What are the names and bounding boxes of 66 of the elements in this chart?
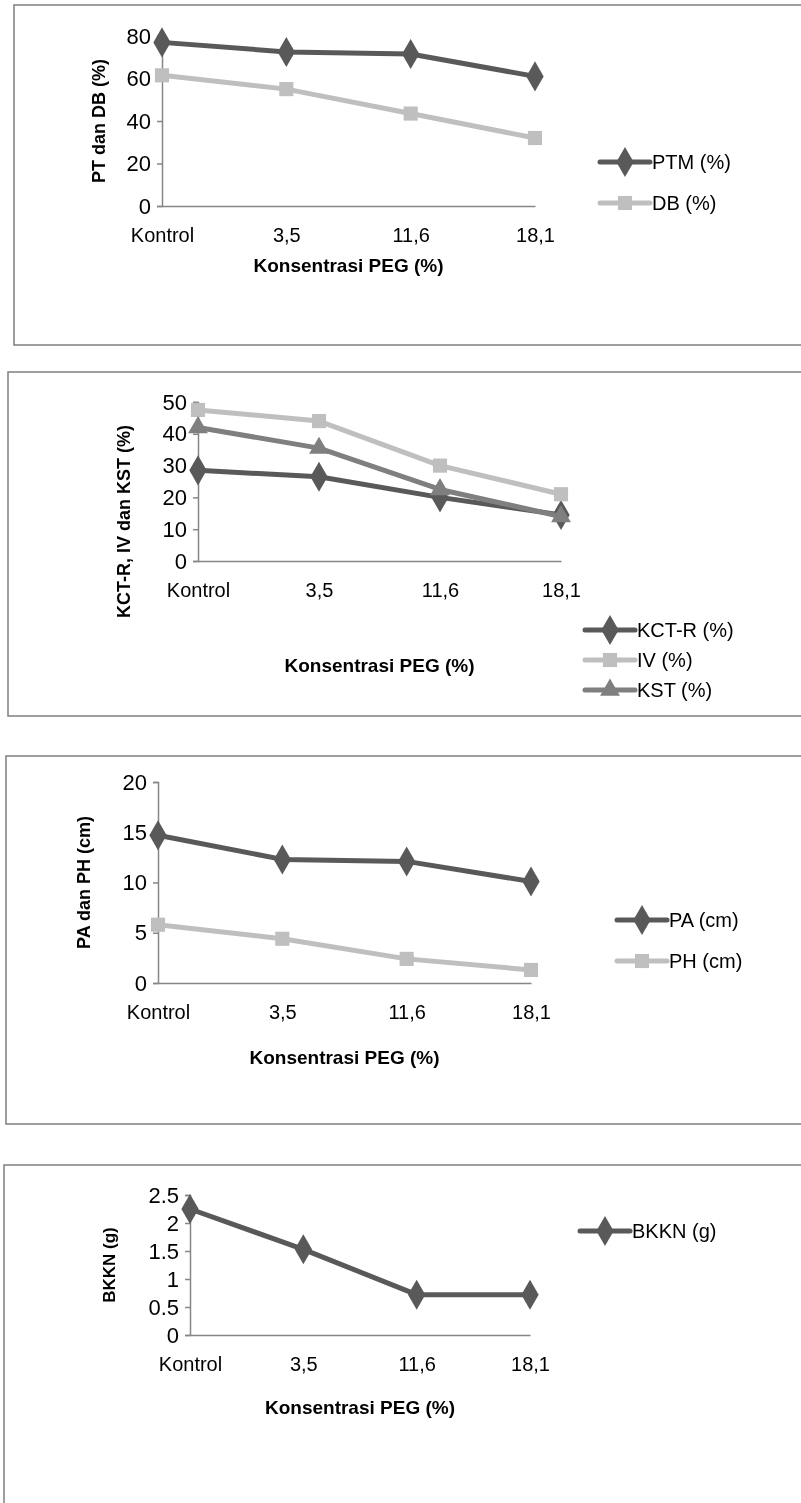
y-axis-title: KCT-R, IV dan KST (%)	[114, 425, 134, 618]
x-tick-label: 18,1	[512, 1001, 551, 1024]
point	[154, 68, 170, 83]
x-tick-label: Kontrol	[166, 579, 231, 602]
y-tick-label: 60	[126, 66, 151, 92]
legend-label: KST (%)	[637, 679, 713, 701]
y-axis-title: PT dan DB (%)	[89, 59, 109, 183]
x-tick-label: 11,6	[421, 579, 460, 602]
x-tick-label: 11,6	[392, 224, 430, 247]
legend-label: PH (cm)	[669, 950, 743, 972]
x-tick-label: Kontrol	[126, 1001, 191, 1024]
x-tick-label: 11,6	[398, 1353, 436, 1376]
point	[279, 82, 294, 97]
x-axis-title: Konsentrasi PEG (%)	[284, 655, 475, 676]
point	[399, 951, 414, 966]
y-axis-title: PA dan PH (cm)	[74, 815, 94, 950]
point	[275, 931, 290, 946]
point	[523, 962, 539, 978]
y-tick-label: 40	[162, 421, 187, 447]
y-tick-label: 2	[166, 1210, 179, 1236]
legend-label: IV (%)	[637, 649, 693, 671]
legend-label: DB (%)	[652, 192, 717, 214]
x-tick-label: Kontrol	[130, 224, 195, 247]
legend-label: KCT-R (%)	[637, 619, 734, 641]
legend-label: PTM (%)	[652, 151, 731, 173]
y-tick-label: 0	[166, 1322, 179, 1348]
x-tick-label: 3,5	[272, 224, 301, 247]
legend-label: BKKN (g)	[632, 1220, 717, 1242]
y-tick-label: 0	[134, 970, 147, 996]
y-tick-label: 20	[122, 769, 147, 795]
y-tick-label: 50	[162, 389, 187, 415]
x-tick-label: 18,1	[542, 579, 581, 602]
x-tick-label: 3,5	[289, 1353, 318, 1376]
x-axis-title: Konsentrasi PEG (%)	[249, 1047, 440, 1068]
y-tick-label: 1	[166, 1266, 179, 1292]
y-tick-label: 10	[122, 870, 147, 896]
y-axis-title: BKKN (g)	[100, 1227, 119, 1303]
legend-label: PA (cm)	[669, 909, 739, 931]
y-tick-label: 0	[138, 193, 151, 219]
x-axis-title: Konsentrasi PEG (%)	[264, 1397, 456, 1418]
y-tick-label: 20	[126, 151, 151, 177]
y-tick-label: 1.5	[148, 1238, 179, 1264]
y-tick-label: 30	[162, 453, 187, 479]
y-tick-label: 0.5	[148, 1294, 179, 1320]
y-tick-label: 15	[122, 819, 147, 845]
x-tick-label: 18,1	[511, 1353, 550, 1376]
x-tick-label: Kontrol	[158, 1353, 223, 1376]
y-tick-label: 40	[126, 108, 151, 134]
point	[190, 402, 206, 418]
point	[553, 487, 569, 502]
y-tick-label: 80	[126, 23, 151, 49]
point	[432, 458, 448, 473]
y-tick-label: 20	[162, 484, 187, 510]
y-tick-label: 2.5	[148, 1182, 179, 1208]
x-tick-label: 3,5	[268, 1001, 297, 1024]
y-tick-label: 5	[134, 920, 147, 946]
point	[403, 106, 418, 121]
y-tick-label: 0	[174, 548, 187, 574]
x-tick-label: 3,5	[305, 579, 334, 602]
x-axis-title: Konsentrasi PEG (%)	[253, 255, 444, 276]
point	[311, 414, 327, 429]
x-tick-label: 18,1	[516, 224, 555, 247]
point	[527, 130, 543, 146]
y-tick-label: 10	[162, 516, 187, 542]
x-tick-label: 11,6	[388, 1001, 426, 1024]
point	[150, 917, 166, 932]
